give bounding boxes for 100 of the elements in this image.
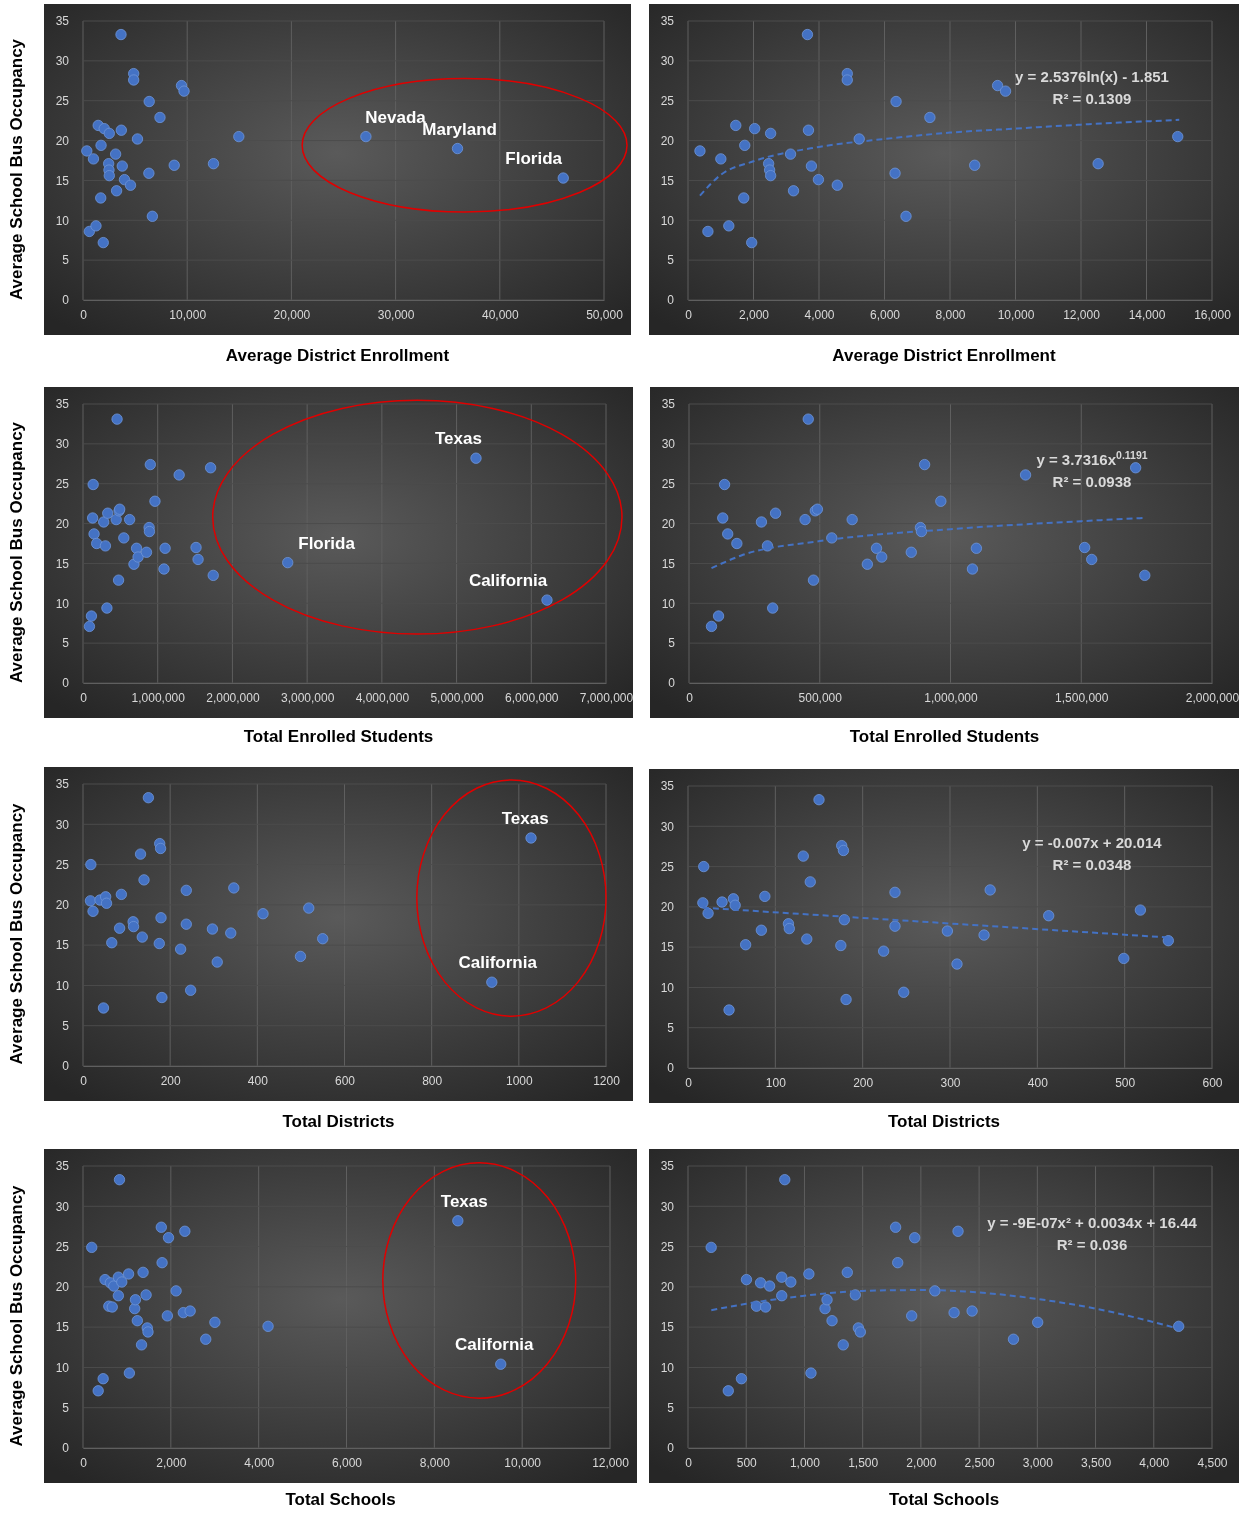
annotation: y = 2.5376ln(x) - 1.851 [1015, 68, 1169, 86]
x-tick-label: 6,000,000 [505, 690, 559, 705]
y-tick-label: 0 [62, 1441, 70, 1456]
x-tick-label: 3,000 [1022, 1455, 1054, 1470]
y-tick-label: 10 [660, 980, 675, 995]
y-tick-label: 0 [667, 1441, 675, 1456]
y-tick-label: 20 [55, 898, 70, 913]
x-tick-label: 0 [685, 307, 693, 322]
annotation: Florida [505, 149, 563, 169]
x-tick-label: 30,000 [377, 307, 415, 322]
y-axis-title: Average School Bus Occupancy [7, 421, 26, 684]
y-axis-title: Average School Bus Occupancy [7, 802, 26, 1065]
x-tick-label: 1,000 [789, 1455, 821, 1470]
y-tick-label: 5 [667, 253, 675, 268]
y-tick-label: 20 [660, 133, 675, 148]
y-tick-label: 0 [62, 676, 70, 691]
y-tick-label: 0 [62, 1059, 70, 1074]
x-axis-title: Total Enrolled Students [243, 727, 434, 746]
y-tick-label: 15 [661, 556, 676, 571]
x-axis-title: Total Schools [888, 1490, 1000, 1509]
x-tick-label: 600 [334, 1073, 356, 1088]
y-tick-label: 30 [660, 819, 675, 834]
y-tick-label: 5 [667, 1401, 675, 1416]
y-tick-label: 0 [62, 293, 70, 308]
y-tick-label: 20 [55, 516, 70, 531]
y-tick-label: 30 [661, 437, 676, 452]
y-tick-label: 35 [55, 14, 70, 29]
y-tick-label: 10 [55, 213, 70, 228]
y-tick-label: 35 [55, 397, 70, 412]
y-tick-label: 5 [668, 636, 676, 651]
annotation: Texas [501, 808, 549, 828]
x-axis-title: Average District Enrollment [225, 346, 450, 365]
x-tick-label: 6,000 [869, 307, 901, 322]
x-tick-label: 1,000,000 [924, 690, 979, 705]
x-tick-label: 12,000 [592, 1455, 630, 1470]
y-tick-label: 10 [660, 1360, 675, 1375]
y-tick-label: 5 [62, 1401, 70, 1416]
y-tick-label: 25 [55, 857, 70, 872]
x-tick-label: 2,000 [738, 307, 770, 322]
x-axis-title: Total Districts [282, 1112, 395, 1131]
y-tick-label: 15 [55, 556, 70, 571]
y-tick-label: 10 [661, 596, 676, 611]
x-tick-label: 2,000,000 [206, 690, 260, 705]
x-tick-label: 1000 [505, 1073, 533, 1088]
annotation: Texas [440, 1191, 488, 1211]
y-tick-label: 25 [660, 859, 675, 874]
x-tick-label: 0 [80, 690, 88, 705]
x-tick-label: 2,000 [906, 1455, 937, 1470]
x-tick-label: 1200 [593, 1073, 621, 1088]
x-tick-label: 600 [1202, 1075, 1223, 1090]
x-tick-label: 400 [247, 1073, 269, 1088]
annotation: y = 3.7316x$^{0.1191}$ [1036, 449, 1148, 469]
x-axis-title: Total Districts [887, 1112, 1001, 1131]
x-tick-label: 50,000 [586, 307, 624, 322]
y-tick-label: 30 [55, 1199, 70, 1214]
y-tick-label: 20 [661, 516, 676, 531]
y-tick-label: 20 [660, 900, 675, 915]
x-tick-label: 4,000 [804, 307, 835, 322]
x-tick-label: 7,000,000 [579, 690, 634, 705]
y-tick-label: 15 [55, 173, 70, 188]
x-tick-label: 4,000,000 [355, 690, 410, 705]
y-tick-label: 35 [55, 777, 70, 792]
x-tick-label: 4,000 [244, 1455, 275, 1470]
x-tick-label: 8,000 [419, 1455, 451, 1470]
y-tick-label: 20 [55, 1280, 70, 1295]
y-tick-label: 30 [55, 54, 70, 69]
y-tick-label: 25 [661, 477, 676, 492]
x-tick-label: 8,000 [935, 307, 966, 322]
y-tick-label: 30 [660, 1199, 675, 1214]
x-tick-label: 100 [765, 1075, 787, 1090]
x-axis-title: Total Enrolled Students [849, 727, 1040, 746]
y-tick-label: 30 [660, 54, 675, 69]
y-tick-label: 25 [55, 1239, 70, 1254]
y-tick-label: 35 [660, 1159, 675, 1174]
x-axis-title: Total Schools [285, 1490, 396, 1509]
y-tick-label: 30 [55, 817, 70, 832]
annotation: R² = 0.036 [1056, 1236, 1128, 1254]
y-tick-label: 5 [667, 1021, 675, 1036]
annotation: y = -0.007x + 20.014 [1022, 834, 1163, 852]
x-tick-label: 40,000 [481, 307, 519, 322]
y-tick-label: 25 [660, 94, 675, 109]
x-tick-label: 10,000 [169, 307, 207, 322]
y-tick-label: 10 [55, 596, 70, 611]
x-tick-label: 10,000 [504, 1455, 542, 1470]
x-tick-label: 20,000 [273, 307, 311, 322]
x-tick-label: 3,000,000 [280, 690, 335, 705]
x-tick-label: 5,000,000 [430, 690, 485, 705]
annotation: R² = 0.0938 [1052, 473, 1132, 491]
y-tick-label: 15 [660, 173, 675, 188]
y-tick-label: 5 [62, 253, 70, 268]
y-tick-label: 25 [660, 1239, 675, 1254]
x-tick-label: 0 [685, 1075, 693, 1090]
y-tick-label: 30 [55, 437, 70, 452]
annotation: California [458, 953, 538, 973]
x-tick-label: 4,000 [1139, 1455, 1170, 1470]
y-tick-label: 10 [55, 978, 70, 993]
x-tick-label: 2,000,000 [1185, 690, 1239, 705]
x-tick-label: 16,000 [1194, 307, 1232, 322]
annotation: California [455, 1335, 535, 1355]
x-tick-label: 300 [940, 1075, 961, 1090]
